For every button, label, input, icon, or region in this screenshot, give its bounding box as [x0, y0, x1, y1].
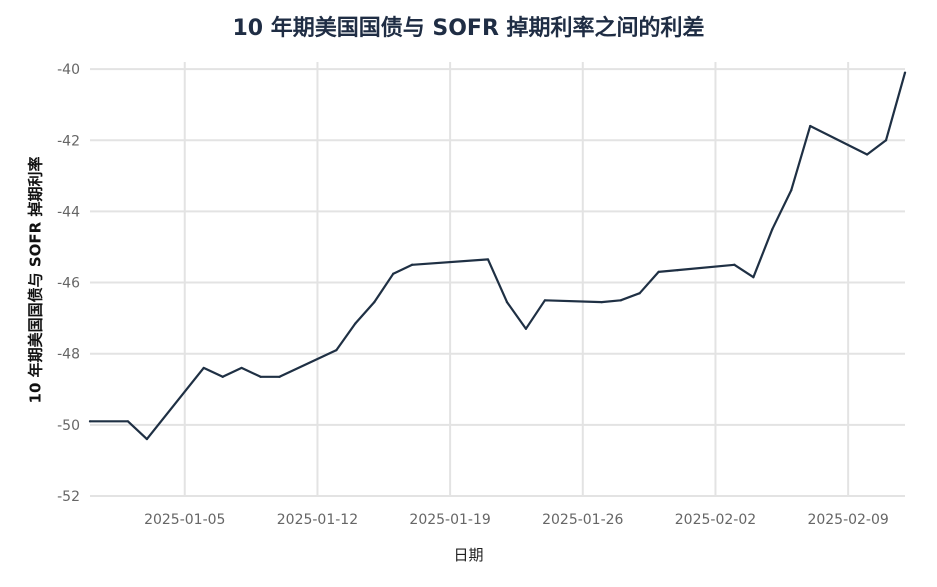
data-point	[126, 420, 130, 423]
data-point	[543, 299, 546, 302]
grid-lines	[90, 62, 905, 497]
data-point	[202, 366, 205, 370]
data-point	[221, 375, 224, 378]
y-tick-label: -42	[57, 133, 80, 149]
x-tick-label: 2025-01-19	[409, 512, 490, 528]
series-line	[88, 71, 907, 441]
data-point	[259, 375, 262, 378]
x-tick-label: 2025-02-09	[807, 512, 888, 528]
chart-title: 10 年期美国国债与 SOFR 掉期利率之间的利差	[232, 16, 705, 41]
y-tick-label: -48	[57, 347, 80, 363]
data-point	[790, 188, 793, 192]
y-tick-label: -52	[57, 489, 80, 505]
x-axis-title: 日期	[453, 546, 484, 564]
data-point	[505, 301, 509, 304]
data-point	[884, 139, 888, 142]
y-tick-label: -46	[57, 276, 80, 292]
data-point	[619, 299, 622, 302]
data-point	[278, 375, 281, 378]
data-point	[865, 153, 869, 156]
data-point	[676, 269, 679, 272]
data-point	[903, 71, 907, 74]
data-point	[657, 270, 660, 273]
x-tick-label: 2025-02-02	[675, 512, 756, 528]
x-tick-label: 2025-01-26	[542, 512, 623, 528]
y-tick-labels: -40 -42 -44 -46 -48 -50 -52	[57, 62, 80, 505]
data-point	[486, 258, 490, 261]
data-point	[145, 437, 148, 441]
y-tick-label: -44	[57, 204, 80, 220]
data-point	[392, 272, 395, 275]
x-tick-label: 2025-01-05	[144, 512, 225, 528]
data-point	[411, 263, 414, 266]
x-tick-labels: 2025-01-05 2025-01-12 2025-01-19 2025-01-26…	[144, 512, 889, 528]
data-point	[88, 420, 92, 423]
data-point	[771, 228, 774, 231]
data-point	[600, 301, 603, 304]
data-point	[373, 301, 376, 304]
series-layer	[88, 71, 907, 441]
y-tick-label: -40	[57, 62, 80, 78]
x-tick-label: 2025-01-12	[277, 512, 358, 528]
y-tick-label: -50	[57, 418, 80, 434]
data-point	[638, 292, 641, 295]
data-point	[809, 124, 812, 128]
data-point	[752, 276, 755, 279]
data-point	[335, 349, 338, 352]
data-point	[354, 322, 357, 325]
data-point	[240, 366, 243, 370]
data-point	[524, 327, 528, 330]
data-point	[733, 263, 736, 266]
